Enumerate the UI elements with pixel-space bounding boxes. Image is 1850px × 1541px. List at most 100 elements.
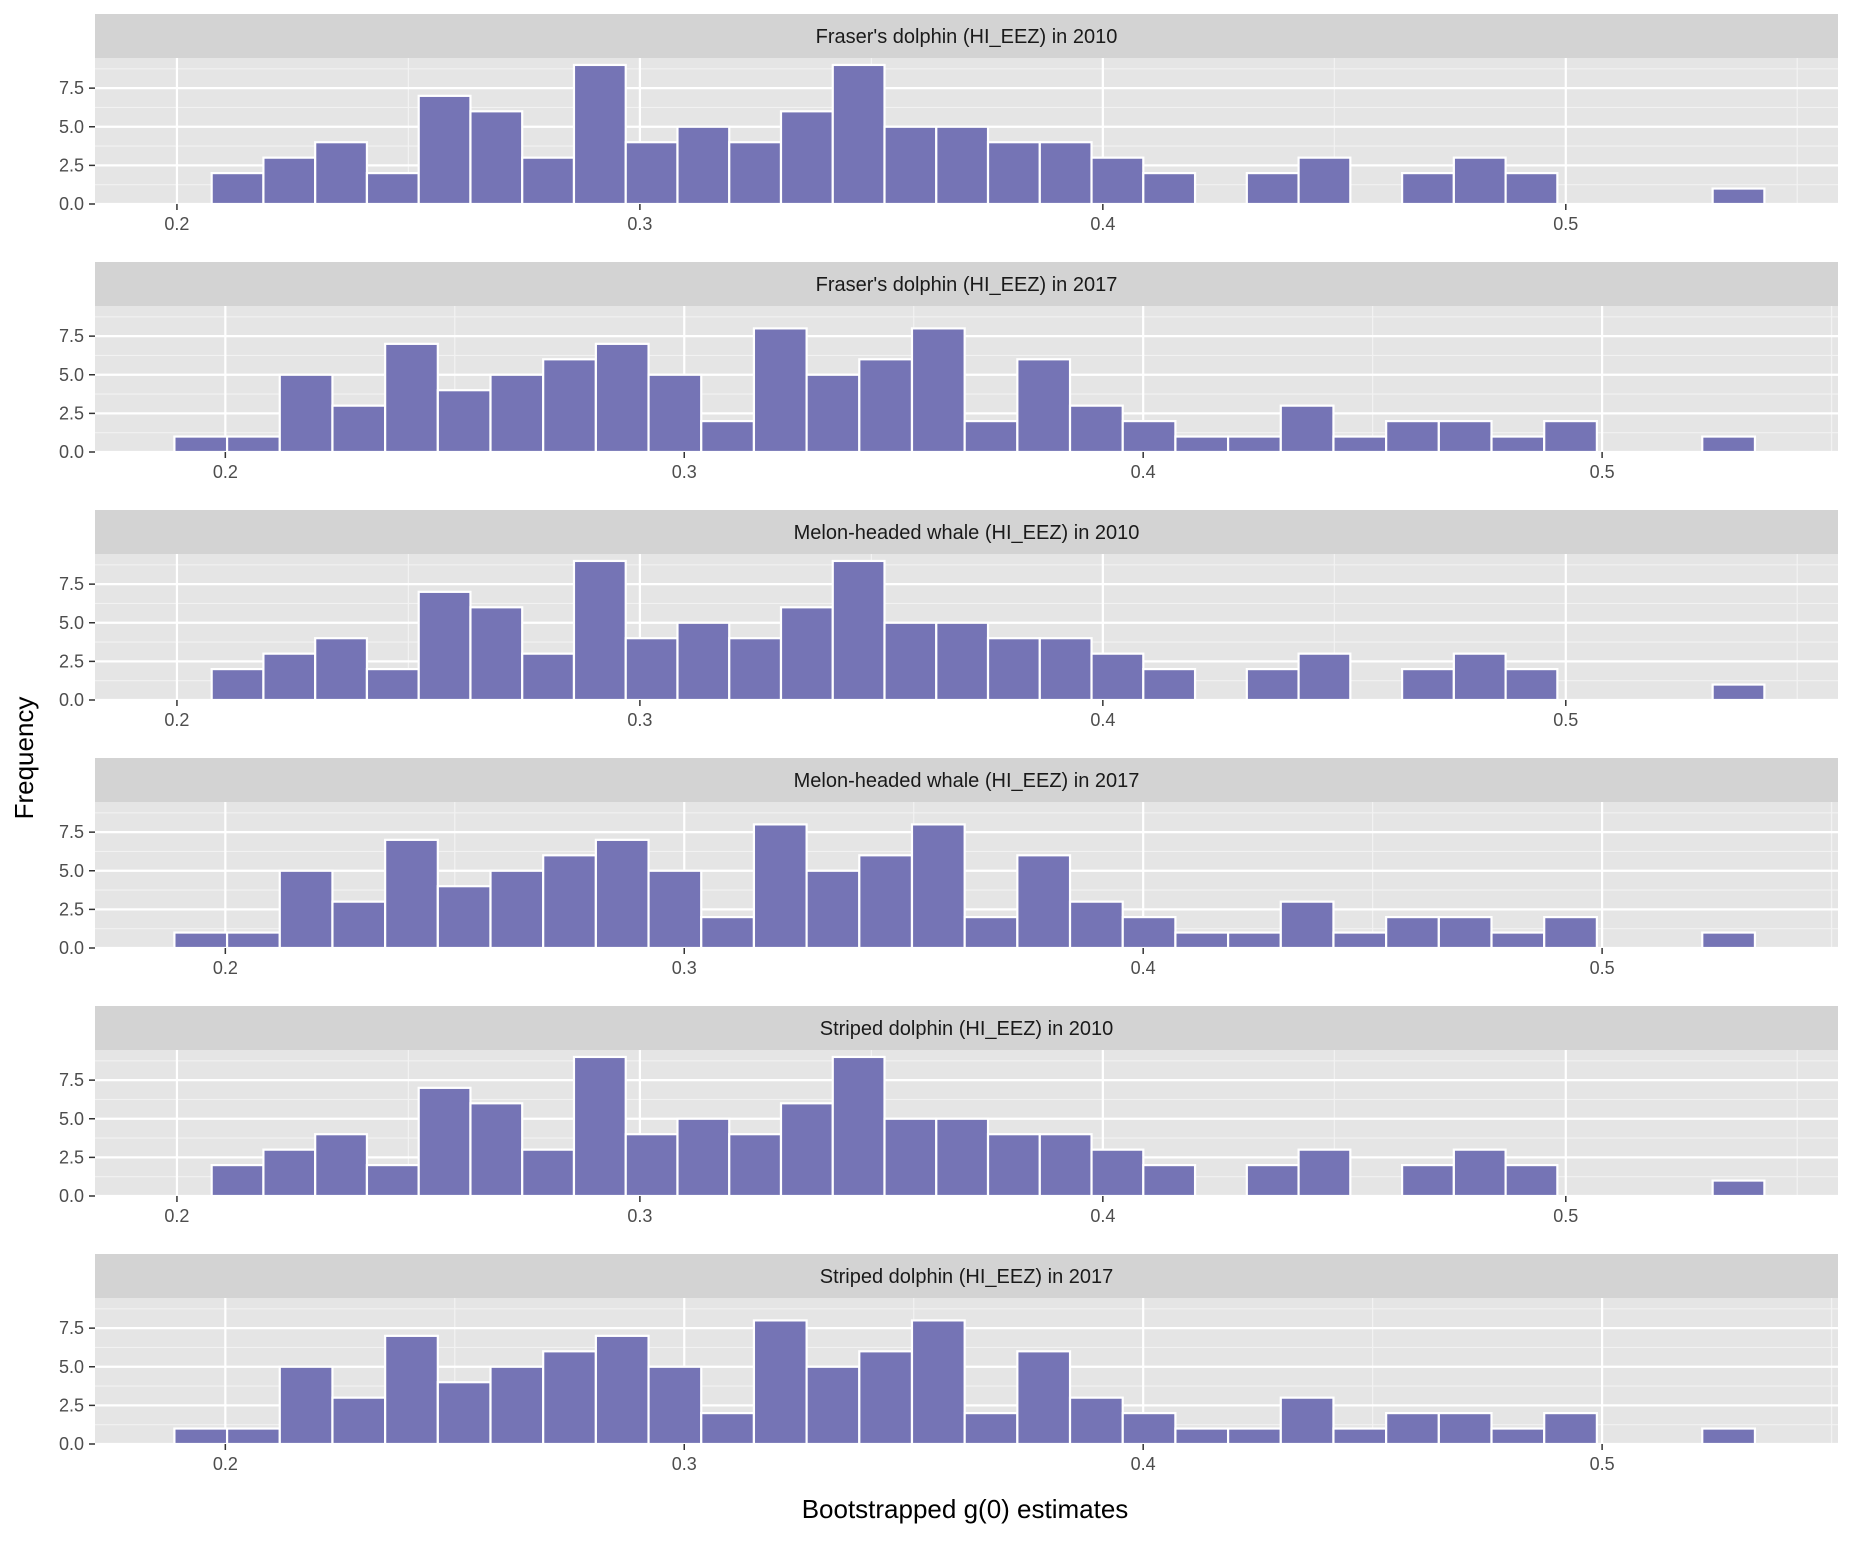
histogram-bar: [883, 1117, 938, 1198]
histogram-bar: [210, 172, 265, 206]
histogram-bar: [700, 420, 756, 454]
facet-panel: Melon-headed whale (HI_EEZ) in 2010 0.0 2.…: [59, 510, 1838, 730]
histogram-bar: [594, 342, 650, 454]
histogram-bar: [910, 327, 966, 454]
histogram-bar: [489, 373, 545, 454]
x-tick-label: 0.4: [1090, 214, 1115, 234]
histogram-bar: [1068, 1396, 1124, 1446]
x-tick-label: 0.4: [1090, 710, 1115, 730]
histogram-bar: [1038, 141, 1093, 206]
facet-panel: Striped dolphin (HI_EEZ) in 2017 0.0 2.5 5.…: [59, 1254, 1838, 1474]
histogram-bar: [986, 637, 1041, 702]
histogram-bar: [225, 1427, 281, 1446]
x-tick-label: 0.4: [1131, 1454, 1156, 1474]
histogram-bar: [469, 110, 524, 206]
histogram-bar: [676, 621, 731, 702]
y-tick-label: 7.5: [59, 326, 84, 346]
x-tick-label: 0.2: [213, 958, 238, 978]
histogram-bar: [1279, 900, 1335, 950]
histogram-bar: [1142, 172, 1197, 206]
y-tick-label: 5.0: [59, 365, 84, 385]
facet-panel: Fraser's dolphin (HI_EEZ) in 2017 0.0 2.5 5…: [59, 262, 1838, 482]
histogram-bar: [469, 606, 524, 702]
histogram-bar: [1504, 172, 1559, 206]
x-tick-label: 0.2: [164, 214, 189, 234]
histogram-bar: [572, 1055, 627, 1198]
histogram-bar: [805, 1365, 861, 1446]
facet-panel: Striped dolphin (HI_EEZ) in 2010 0.0 2.5 5.…: [59, 1006, 1838, 1226]
histogram-bar: [986, 141, 1041, 206]
histogram-bar: [779, 110, 834, 206]
histogram-bar: [779, 1102, 834, 1198]
histogram-bar: [384, 1334, 439, 1446]
histogram-bar: [1121, 916, 1177, 950]
histogram-bar: [1174, 931, 1230, 950]
x-tick-label: 0.5: [1553, 1206, 1578, 1226]
facet-title: Fraser's dolphin (HI_EEZ) in 2010: [816, 26, 1118, 48]
histogram-bar: [1385, 1412, 1440, 1446]
histogram-bar: [1245, 1164, 1300, 1198]
facet-title: Striped dolphin (HI_EEZ) in 2010: [820, 1018, 1114, 1040]
x-tick-label: 0.5: [1553, 214, 1578, 234]
histogram-bar: [1016, 1350, 1072, 1446]
y-tick-label: 2.5: [59, 155, 84, 175]
facet-strip: [95, 14, 1838, 58]
histogram-bar: [1711, 683, 1766, 702]
histogram-bar: [831, 63, 886, 206]
x-axis-title: Bootstrapped g(0) estimates: [802, 1494, 1129, 1524]
histogram-bar: [1279, 1396, 1335, 1446]
histogram-bar: [314, 141, 369, 206]
histogram-bar: [1701, 435, 1757, 454]
y-tick-label: 7.5: [59, 1070, 84, 1090]
y-tick-label: 5.0: [59, 861, 84, 881]
y-tick-label: 2.5: [59, 651, 84, 671]
y-tick-label: 0.0: [59, 1186, 84, 1206]
histogram-bar: [1245, 172, 1300, 206]
histogram-bar: [384, 838, 439, 950]
histogram-bar: [831, 559, 886, 702]
y-tick-label: 2.5: [59, 403, 84, 423]
x-tick-label: 0.2: [213, 462, 238, 482]
histogram-bar: [417, 94, 472, 206]
facet-strip: [95, 1254, 1838, 1298]
histogram-bar: [676, 125, 731, 206]
x-tick-label: 0.3: [627, 1206, 652, 1226]
histogram-bar: [521, 1148, 576, 1198]
histogram-bar: [331, 1396, 387, 1446]
histogram-bar: [489, 1365, 545, 1446]
histogram-bar: [1142, 1164, 1197, 1198]
histogram-bar: [1142, 668, 1197, 702]
histogram-bar: [1090, 652, 1145, 702]
y-tick-label: 0.0: [59, 690, 84, 710]
x-tick-label: 0.3: [672, 958, 697, 978]
x-tick-label: 0.5: [1553, 710, 1578, 730]
histogram-bar: [728, 1133, 783, 1198]
histogram-bar: [1701, 931, 1757, 950]
histogram-bar: [1297, 156, 1352, 206]
histogram-bar: [1297, 1148, 1352, 1198]
y-tick-label: 0.0: [59, 1434, 84, 1454]
x-tick-label: 0.2: [164, 1206, 189, 1226]
histogram-bar: [1038, 1133, 1093, 1198]
histogram-bar: [1332, 435, 1388, 454]
histogram-bar: [1385, 420, 1440, 454]
histogram-bar: [1437, 1412, 1493, 1446]
histogram-bar: [1038, 637, 1093, 702]
histogram-bar: [883, 125, 938, 206]
facet-strip: [95, 1006, 1838, 1050]
histogram-bar: [1490, 931, 1546, 950]
y-tick-label: 2.5: [59, 899, 84, 919]
histogram-bar: [1090, 156, 1145, 206]
y-tick-label: 5.0: [59, 1109, 84, 1129]
histogram-bar: [365, 668, 420, 702]
x-tick-label: 0.5: [1590, 1454, 1615, 1474]
y-axis-title: Frequency: [9, 697, 39, 820]
x-tick-label: 0.5: [1590, 958, 1615, 978]
histogram-bar: [647, 1365, 703, 1446]
histogram-bar: [173, 1427, 229, 1446]
histogram-bar: [1226, 435, 1282, 454]
histogram-bar: [1245, 668, 1300, 702]
histogram-bar: [1121, 420, 1177, 454]
